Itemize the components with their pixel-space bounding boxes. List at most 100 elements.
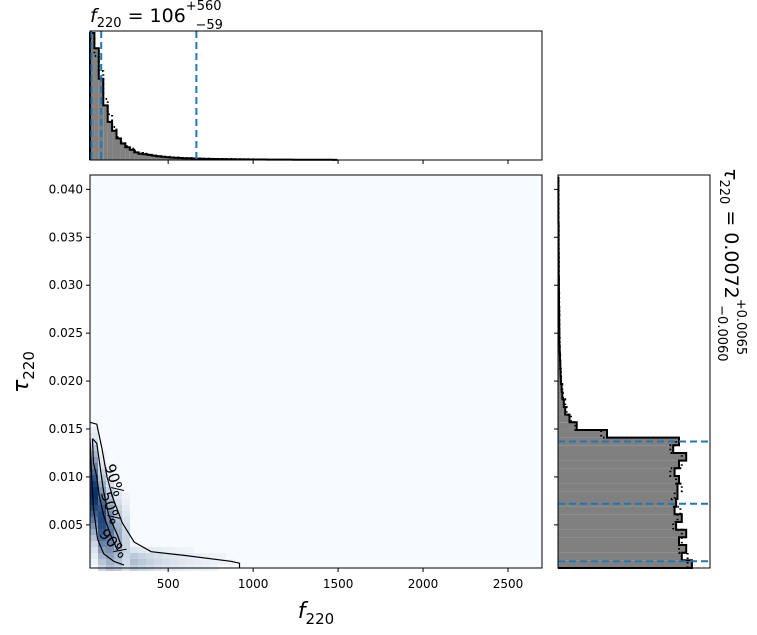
heat-cell	[218, 559, 226, 565]
heat-cell	[98, 529, 106, 535]
top-hist-bar	[151, 155, 157, 160]
y-tick-label: 0.010	[49, 470, 83, 484]
right-y-ticks	[554, 188, 558, 526]
x-tick-label: 2500	[493, 577, 524, 591]
top-hist-bar	[173, 157, 179, 160]
heat-cell	[122, 541, 130, 547]
top-marginal-panel: f220 = 106+560 −59	[89, 0, 543, 164]
heat-cell	[146, 559, 154, 565]
heat-cell	[122, 493, 130, 499]
heat-cell	[146, 553, 154, 559]
heat-cell	[98, 517, 106, 523]
heat-cell	[98, 559, 106, 565]
heat-cell	[210, 553, 218, 559]
heat-cell	[146, 547, 154, 553]
heat-cell	[114, 553, 122, 559]
heat-cell	[122, 535, 130, 541]
right-hist-bar	[558, 429, 607, 438]
top-hist-bar	[116, 138, 121, 160]
top-hist-bar	[165, 157, 170, 160]
heat-cell	[202, 553, 210, 559]
heat-cell	[90, 451, 98, 457]
right-hist-bar	[558, 506, 675, 515]
right-hist-bar	[558, 521, 677, 530]
heat-cell	[90, 433, 98, 439]
heat-cell	[106, 499, 114, 505]
top-hist-bar	[138, 153, 144, 160]
top-hist-bar	[112, 130, 117, 160]
y-tick-label: 0.025	[49, 326, 83, 340]
joint-axes-frame	[89, 174, 543, 569]
heat-cell	[106, 517, 114, 523]
contour-line	[89, 421, 241, 568]
heat-cell	[162, 547, 170, 553]
right-axes-frame	[557, 174, 711, 569]
right-hist-bar	[558, 468, 675, 476]
heat-cell	[90, 523, 98, 529]
heat-cell	[106, 475, 114, 481]
heat-cell	[194, 553, 202, 559]
heat-cell	[130, 541, 138, 547]
heat-cell	[178, 559, 186, 565]
heat-cell	[106, 559, 114, 565]
heat-cell	[90, 427, 98, 433]
heat-cell	[114, 559, 122, 565]
right-hist-bar	[558, 360, 561, 369]
top-histogram	[89, 32, 338, 161]
right-hist-bar	[558, 414, 570, 423]
heat-cell	[114, 517, 122, 523]
heat-cell	[98, 541, 106, 547]
heat-cell	[114, 529, 122, 535]
heat-cell	[90, 547, 98, 553]
top-prior-dotted	[90, 37, 267, 161]
top-hist-bar	[156, 156, 161, 160]
top-hist-bar	[94, 48, 99, 160]
heat-cell	[90, 541, 98, 547]
x-tick-label: 2000	[408, 577, 439, 591]
heat-cell	[202, 559, 210, 565]
heat-cell	[122, 499, 130, 505]
y-tick-label: 0.020	[49, 374, 83, 388]
top-hist-bar	[125, 147, 130, 160]
heat-cell	[122, 511, 130, 517]
top-hist-bar	[107, 121, 113, 160]
heat-cell	[98, 463, 106, 469]
heat-cell	[90, 475, 98, 481]
heat-cell	[98, 457, 106, 463]
heat-cell	[138, 547, 146, 553]
y-tick-label: 0.035	[49, 230, 83, 244]
heat-cell	[98, 511, 106, 517]
joint-x-ticks: 500 1000 1500 2000 2500	[157, 568, 524, 591]
heat-cell	[122, 505, 130, 511]
heat-cell	[90, 499, 98, 505]
heat-cell	[154, 547, 162, 553]
heat-cell	[106, 469, 114, 475]
top-axes-frame	[89, 30, 543, 161]
heat-cell	[90, 469, 98, 475]
heat-cell	[90, 529, 98, 535]
heat-cell	[98, 535, 106, 541]
heat-cell	[98, 451, 106, 457]
heat-cell	[90, 445, 98, 451]
heat-cell	[106, 553, 114, 559]
top-title: f220 = 106+560 −59	[90, 0, 223, 33]
top-x-ticks	[167, 160, 509, 164]
joint-panel: 90%50%90% 500 1000 1500 2000 2500 0.005 0.010…	[9, 174, 543, 628]
heat-cell	[114, 523, 122, 529]
heat-cell	[218, 553, 226, 559]
heat-cell	[90, 517, 98, 523]
x-tick-label: 1000	[238, 577, 269, 591]
heat-cell	[98, 499, 106, 505]
heat-cell	[226, 559, 234, 565]
right-hist-bar	[558, 399, 564, 407]
heat-cell	[106, 511, 114, 517]
right-hist-bar	[558, 460, 679, 469]
right-histogram	[557, 176, 693, 569]
joint-y-ticks: 0.005 0.010 0.015 0.020 0.025 0.030 0.035 0.040	[49, 182, 90, 532]
top-hist-bar	[143, 154, 148, 160]
right-hist-bar	[558, 560, 692, 568]
heat-cell	[130, 559, 138, 565]
x-tick-label: 1500	[323, 577, 354, 591]
right-quantile-lines	[558, 440, 710, 563]
